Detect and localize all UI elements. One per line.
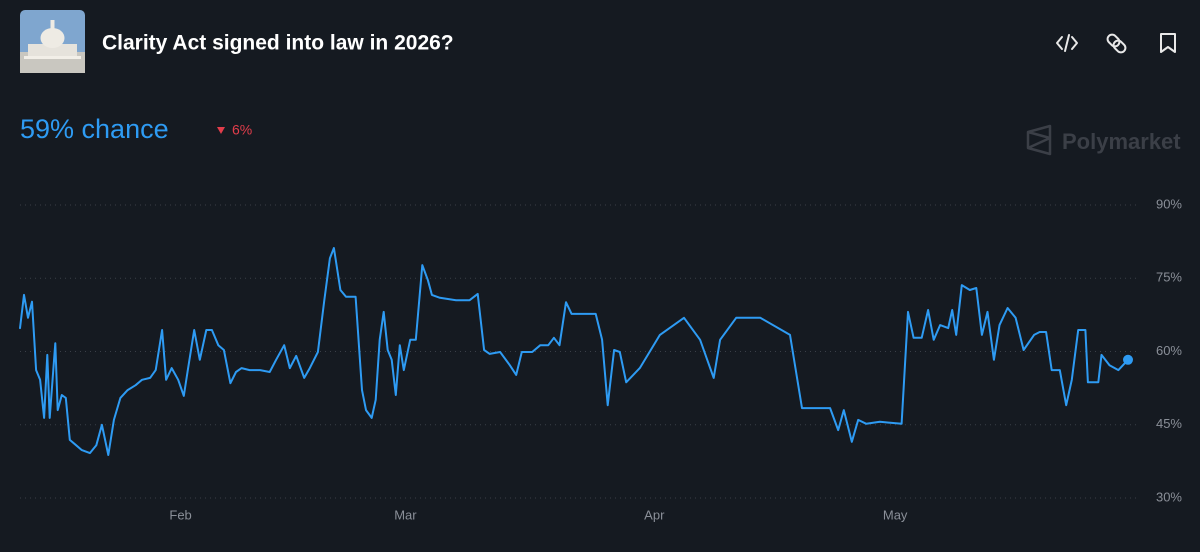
x-tick-label: Feb bbox=[169, 507, 191, 522]
market-title: Clarity Act signed into law in 2026? bbox=[102, 32, 454, 55]
x-tick-label: Mar bbox=[394, 507, 417, 522]
market-image bbox=[20, 10, 85, 73]
brand-name: Polymarket bbox=[1062, 129, 1181, 154]
link-button[interactable] bbox=[1106, 33, 1128, 55]
change: 6% bbox=[232, 122, 252, 138]
price-line bbox=[19, 247, 1129, 456]
bookmark-button[interactable] bbox=[1160, 33, 1176, 53]
current-point bbox=[1123, 354, 1133, 365]
y-tick-label: 30% bbox=[1156, 489, 1182, 504]
x-tick-label: Apr bbox=[644, 507, 665, 522]
y-tick-label: 45% bbox=[1156, 416, 1182, 431]
headline: 59% chance bbox=[20, 114, 169, 144]
brand-logo bbox=[1026, 124, 1052, 156]
change-arrow bbox=[217, 127, 225, 134]
embed-button[interactable] bbox=[1056, 34, 1078, 52]
y-tick-label: 90% bbox=[1156, 196, 1182, 211]
y-tick-label: 75% bbox=[1156, 270, 1182, 285]
y-tick-label: 60% bbox=[1156, 343, 1182, 358]
x-tick-label: May bbox=[883, 507, 908, 522]
